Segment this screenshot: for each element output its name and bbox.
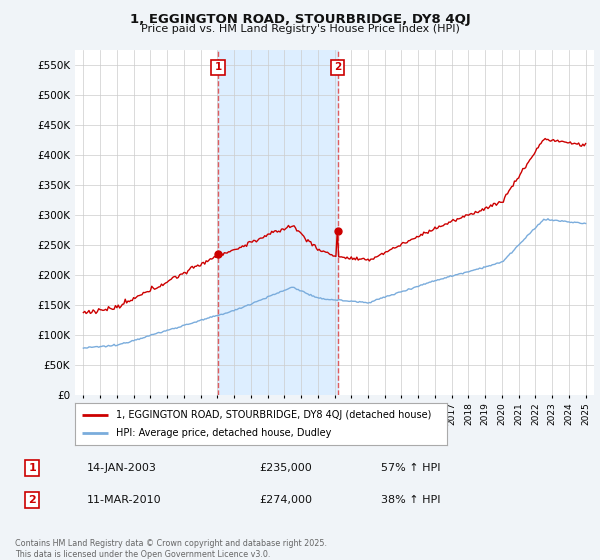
- Text: HPI: Average price, detached house, Dudley: HPI: Average price, detached house, Dudl…: [116, 428, 331, 438]
- Text: 57% ↑ HPI: 57% ↑ HPI: [380, 463, 440, 473]
- Text: £235,000: £235,000: [260, 463, 313, 473]
- Text: 1, EGGINGTON ROAD, STOURBRIDGE, DY8 4QJ (detached house): 1, EGGINGTON ROAD, STOURBRIDGE, DY8 4QJ …: [116, 410, 431, 420]
- Text: 2: 2: [334, 63, 341, 72]
- Bar: [218, 50, 338, 395]
- Text: 11-MAR-2010: 11-MAR-2010: [87, 495, 161, 505]
- Text: 2: 2: [28, 495, 36, 505]
- Text: 1: 1: [28, 463, 36, 473]
- Text: £274,000: £274,000: [260, 495, 313, 505]
- Text: 1: 1: [214, 63, 221, 72]
- Text: 38% ↑ HPI: 38% ↑ HPI: [380, 495, 440, 505]
- Text: 14-JAN-2003: 14-JAN-2003: [87, 463, 157, 473]
- Text: Price paid vs. HM Land Registry's House Price Index (HPI): Price paid vs. HM Land Registry's House …: [140, 24, 460, 34]
- Text: 1, EGGINGTON ROAD, STOURBRIDGE, DY8 4QJ: 1, EGGINGTON ROAD, STOURBRIDGE, DY8 4QJ: [130, 13, 470, 26]
- Text: Contains HM Land Registry data © Crown copyright and database right 2025.
This d: Contains HM Land Registry data © Crown c…: [15, 539, 327, 559]
